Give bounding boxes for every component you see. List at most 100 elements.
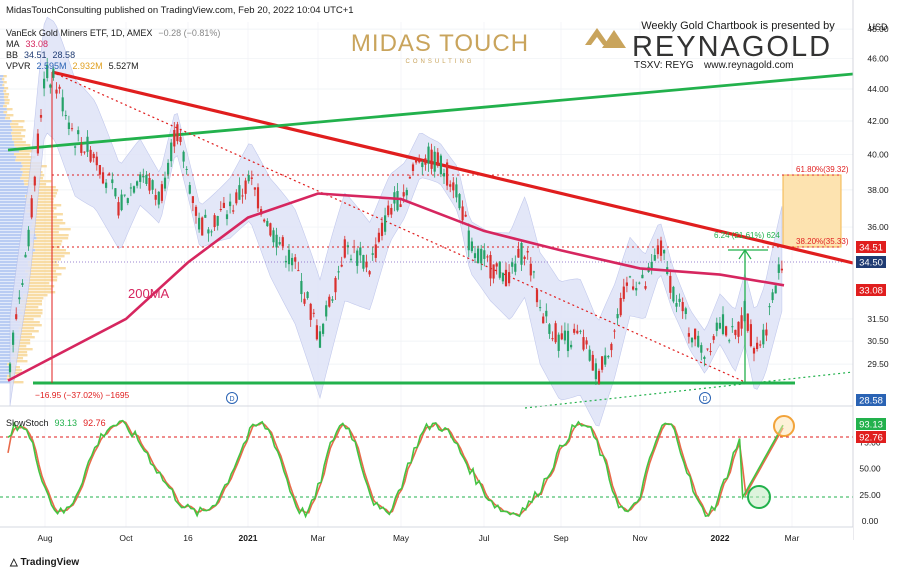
volume-bar-down: [32, 252, 70, 255]
ma200-label: 200MA: [128, 286, 170, 301]
volume-bar-down: [26, 210, 54, 213]
red-dotted-trendline: [51, 71, 746, 383]
candle-body: [408, 177, 411, 179]
volume-bar-up: [0, 234, 36, 237]
candle-body: [58, 86, 61, 89]
volume-bar-down: [16, 342, 31, 345]
candle-body: [644, 286, 647, 289]
candle-body: [635, 287, 638, 291]
footer-brand-text: TradingView: [20, 557, 79, 568]
candle-body: [529, 263, 532, 276]
candle-body: [384, 215, 387, 232]
candle-body: [771, 292, 774, 301]
stoch-tick-label: 50.00: [859, 464, 881, 474]
volume-bar-down: [26, 198, 54, 201]
volume-bar-down: [23, 297, 44, 300]
volume-bar-down: [4, 87, 9, 90]
candle-body: [588, 349, 591, 361]
volume-bar-up: [0, 378, 7, 381]
candle-body: [539, 307, 542, 309]
time-tick-label: Sep: [553, 533, 568, 543]
volume-bar-down: [15, 159, 32, 162]
volume-bar-down: [31, 213, 63, 216]
candle-body: [442, 173, 446, 177]
candle-body: [483, 250, 486, 259]
price-ticks: 29.50 30.50 31.50 36.00 38.00 40.00 42.00 44.00…: [867, 24, 889, 369]
midas-logo-sub: CONSULTING: [406, 59, 475, 65]
stoch-overbought-circle: [773, 415, 795, 437]
candle-body: [446, 162, 449, 186]
candle-body: [759, 344, 762, 346]
volume-bar-up: [0, 78, 3, 81]
volume-bar-up: [0, 360, 15, 363]
badge-upper-band: [856, 241, 886, 253]
candle-body: [101, 172, 105, 184]
candle-body: [297, 270, 300, 272]
candle-body: [136, 181, 139, 186]
candle-body: [523, 256, 526, 260]
time-tick-label: Mar: [311, 533, 326, 543]
volume-bar-down: [26, 201, 54, 204]
symbol-change: −0.28 (−0.81%): [158, 28, 220, 38]
badge-stoch-d-text: 92.76: [859, 433, 883, 444]
candle-body: [762, 329, 765, 345]
candle-body: [70, 128, 74, 130]
candle-body: [650, 261, 653, 270]
price-tick-label: 31.50: [867, 314, 889, 324]
candle-body: [80, 144, 83, 153]
volume-bar-down: [26, 276, 58, 279]
candle-body: [455, 184, 458, 198]
volume-bar-down: [30, 258, 61, 261]
candle-body: [263, 219, 266, 222]
candle-body: [774, 285, 777, 294]
ma-label: MA: [6, 39, 20, 49]
volume-bar-down: [4, 93, 10, 96]
candle-body: [15, 314, 18, 320]
volume-bar-up: [0, 117, 6, 120]
volume-bar-down: [11, 132, 22, 135]
volume-bar-up: [0, 303, 21, 306]
volume-bar-up: [0, 225, 32, 228]
volume-bar-up: [0, 144, 15, 147]
price-axis: [853, 0, 900, 540]
volume-bar-up: [0, 276, 27, 279]
time-tick-label: Oct: [119, 533, 133, 543]
candle-body: [191, 196, 194, 203]
candle-body: [601, 356, 604, 370]
volume-bar-up: [0, 258, 31, 261]
candle-body: [659, 240, 663, 256]
candle-body: [501, 272, 504, 282]
dividend-marker-2[interactable]: [699, 392, 711, 404]
candle-body: [402, 192, 405, 197]
volume-bar-up: [0, 237, 37, 240]
candle-body: [486, 256, 489, 258]
candle-body: [421, 162, 424, 168]
volume-bar-down: [14, 360, 28, 363]
badge-lower-band-text: 28.58: [859, 396, 883, 407]
candle-body: [368, 271, 371, 275]
volume-bar-down: [31, 189, 59, 192]
candle-body: [746, 313, 749, 331]
volume-bar-down: [11, 120, 25, 123]
volume-bar-down: [27, 288, 52, 291]
volume-bar-up: [0, 375, 8, 378]
dividend-marker-1[interactable]: [226, 392, 238, 404]
volume-bar-up: [0, 84, 3, 87]
volume-bar-up: [0, 132, 12, 135]
candle-body: [235, 192, 238, 204]
volume-bar-down: [27, 243, 62, 246]
volume-bar-down: [13, 351, 28, 354]
candle-body: [114, 188, 117, 197]
volume-bar-down: [10, 123, 19, 126]
candle-body: [253, 187, 256, 190]
time-tick-label: May: [393, 533, 410, 543]
volume-bar-up: [0, 93, 5, 96]
currency-label: USD: [868, 22, 888, 32]
volume-bar-down: [28, 285, 55, 288]
candle-body: [67, 122, 70, 130]
volume-bar-up: [0, 363, 8, 366]
candle-body: [281, 237, 284, 247]
fib-box: [782, 174, 842, 248]
volume-bar-down: [27, 261, 58, 264]
volume-bar-down: [27, 246, 60, 249]
